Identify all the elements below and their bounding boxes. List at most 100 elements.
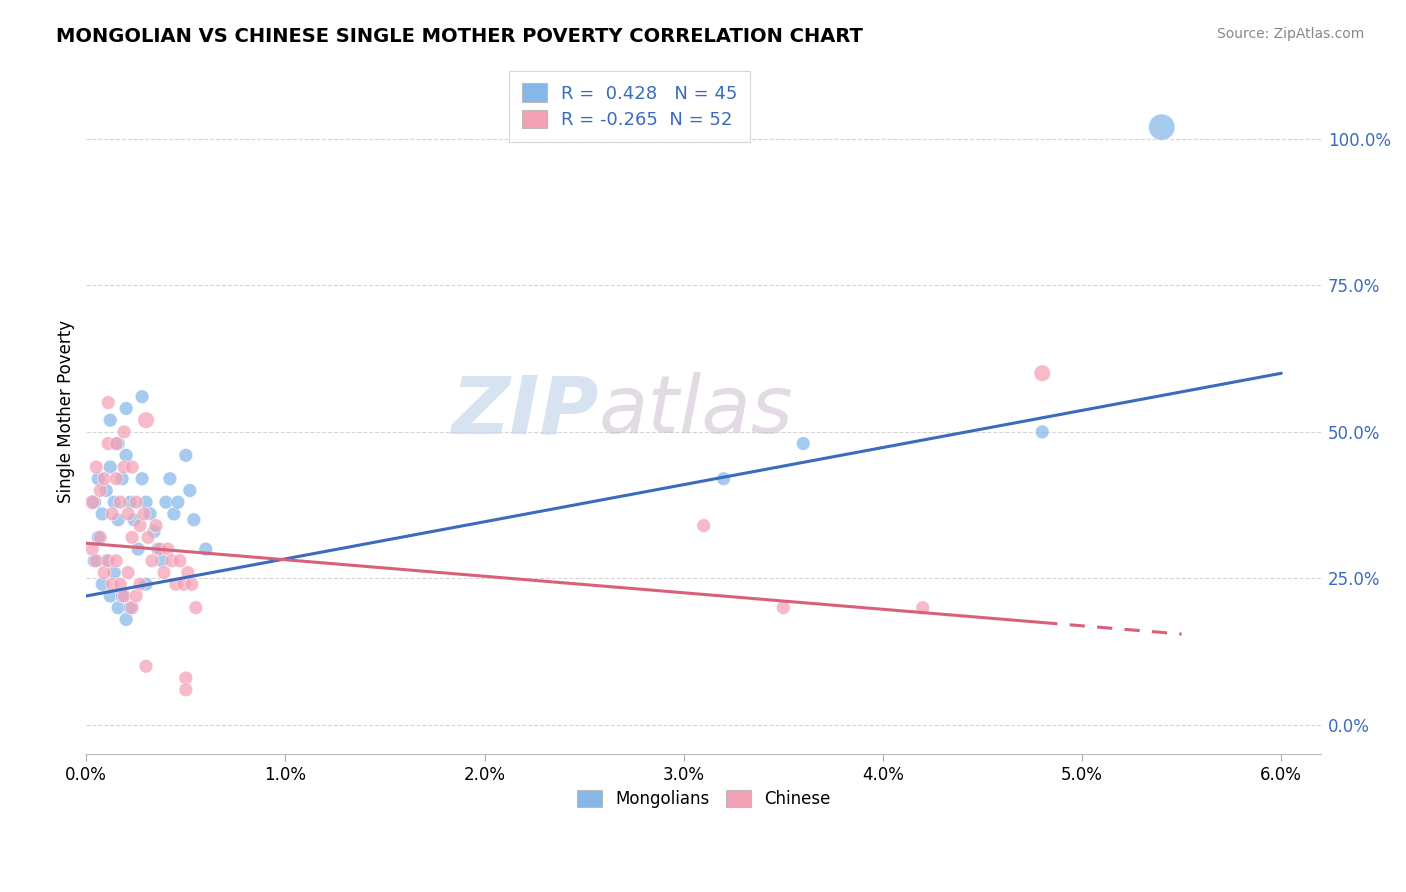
Point: [98, 413, 121, 427]
Point: [108, 577, 131, 591]
Point: [91, 507, 114, 521]
Point: [101, 577, 124, 591]
Point: [1031, 366, 1053, 380]
Point: [120, 600, 142, 615]
Point: [112, 425, 135, 439]
Point: [121, 600, 143, 615]
Point: [111, 589, 134, 603]
Point: [179, 483, 201, 498]
Point: [89, 530, 111, 544]
Point: [105, 554, 128, 568]
Point: [135, 659, 157, 673]
Point: [93, 566, 115, 580]
Point: [87, 472, 110, 486]
Point: [792, 436, 814, 450]
Point: [115, 448, 138, 462]
Point: [89, 483, 111, 498]
Point: [143, 524, 166, 539]
Point: [159, 472, 181, 486]
Point: [174, 682, 197, 697]
Point: [135, 577, 157, 591]
Point: [96, 554, 118, 568]
Text: atlas: atlas: [599, 372, 793, 450]
Point: [713, 472, 735, 486]
Point: [177, 566, 200, 580]
Point: [911, 600, 934, 615]
Point: [107, 436, 129, 450]
Point: [145, 518, 167, 533]
Point: [83, 495, 105, 509]
Point: [139, 507, 162, 521]
Point: [87, 530, 110, 544]
Point: [103, 495, 125, 509]
Point: [98, 589, 121, 603]
Point: [97, 554, 120, 568]
Point: [84, 460, 107, 475]
Point: [105, 472, 128, 486]
Point: [165, 577, 187, 591]
Legend: Mongolians, Chinese: Mongolians, Chinese: [569, 783, 838, 814]
Point: [111, 472, 134, 486]
Point: [131, 472, 153, 486]
Point: [98, 460, 121, 475]
Point: [184, 600, 207, 615]
Point: [156, 542, 179, 557]
Point: [117, 507, 139, 521]
Point: [125, 495, 148, 509]
Point: [167, 495, 190, 509]
Point: [112, 460, 135, 475]
Point: [136, 530, 159, 544]
Point: [103, 566, 125, 580]
Point: [121, 460, 143, 475]
Point: [149, 542, 172, 557]
Point: [135, 413, 157, 427]
Point: [183, 513, 205, 527]
Text: MONGOLIAN VS CHINESE SINGLE MOTHER POVERTY CORRELATION CHART: MONGOLIAN VS CHINESE SINGLE MOTHER POVER…: [56, 27, 863, 45]
Point: [1031, 425, 1053, 439]
Point: [93, 472, 115, 486]
Point: [163, 507, 186, 521]
Point: [180, 577, 202, 591]
Point: [160, 554, 183, 568]
Point: [125, 589, 148, 603]
Point: [120, 495, 142, 509]
Point: [127, 542, 149, 557]
Point: [155, 495, 177, 509]
Point: [174, 671, 197, 685]
Point: [772, 600, 794, 615]
Point: [132, 507, 155, 521]
Point: [82, 542, 104, 557]
Point: [121, 530, 143, 544]
Point: [115, 401, 138, 416]
Point: [129, 518, 152, 533]
Y-axis label: Single Mother Poverty: Single Mother Poverty: [58, 320, 75, 503]
Point: [150, 554, 173, 568]
Text: ZIP: ZIP: [451, 372, 599, 450]
Point: [107, 513, 129, 527]
Point: [129, 577, 152, 591]
Text: Source: ZipAtlas.com: Source: ZipAtlas.com: [1216, 27, 1364, 41]
Point: [96, 483, 118, 498]
Point: [153, 566, 176, 580]
Point: [146, 542, 169, 557]
Point: [117, 566, 139, 580]
Point: [141, 554, 163, 568]
Point: [82, 495, 104, 509]
Point: [194, 542, 217, 557]
Point: [108, 495, 131, 509]
Point: [91, 577, 114, 591]
Point: [169, 554, 191, 568]
Point: [173, 577, 195, 591]
Point: [101, 507, 124, 521]
Point: [105, 436, 128, 450]
Point: [83, 554, 105, 568]
Point: [174, 448, 197, 462]
Point: [692, 518, 714, 533]
Point: [97, 395, 120, 409]
Point: [122, 513, 145, 527]
Point: [135, 495, 157, 509]
Point: [131, 390, 153, 404]
Point: [107, 600, 129, 615]
Point: [1150, 120, 1173, 135]
Point: [115, 612, 138, 626]
